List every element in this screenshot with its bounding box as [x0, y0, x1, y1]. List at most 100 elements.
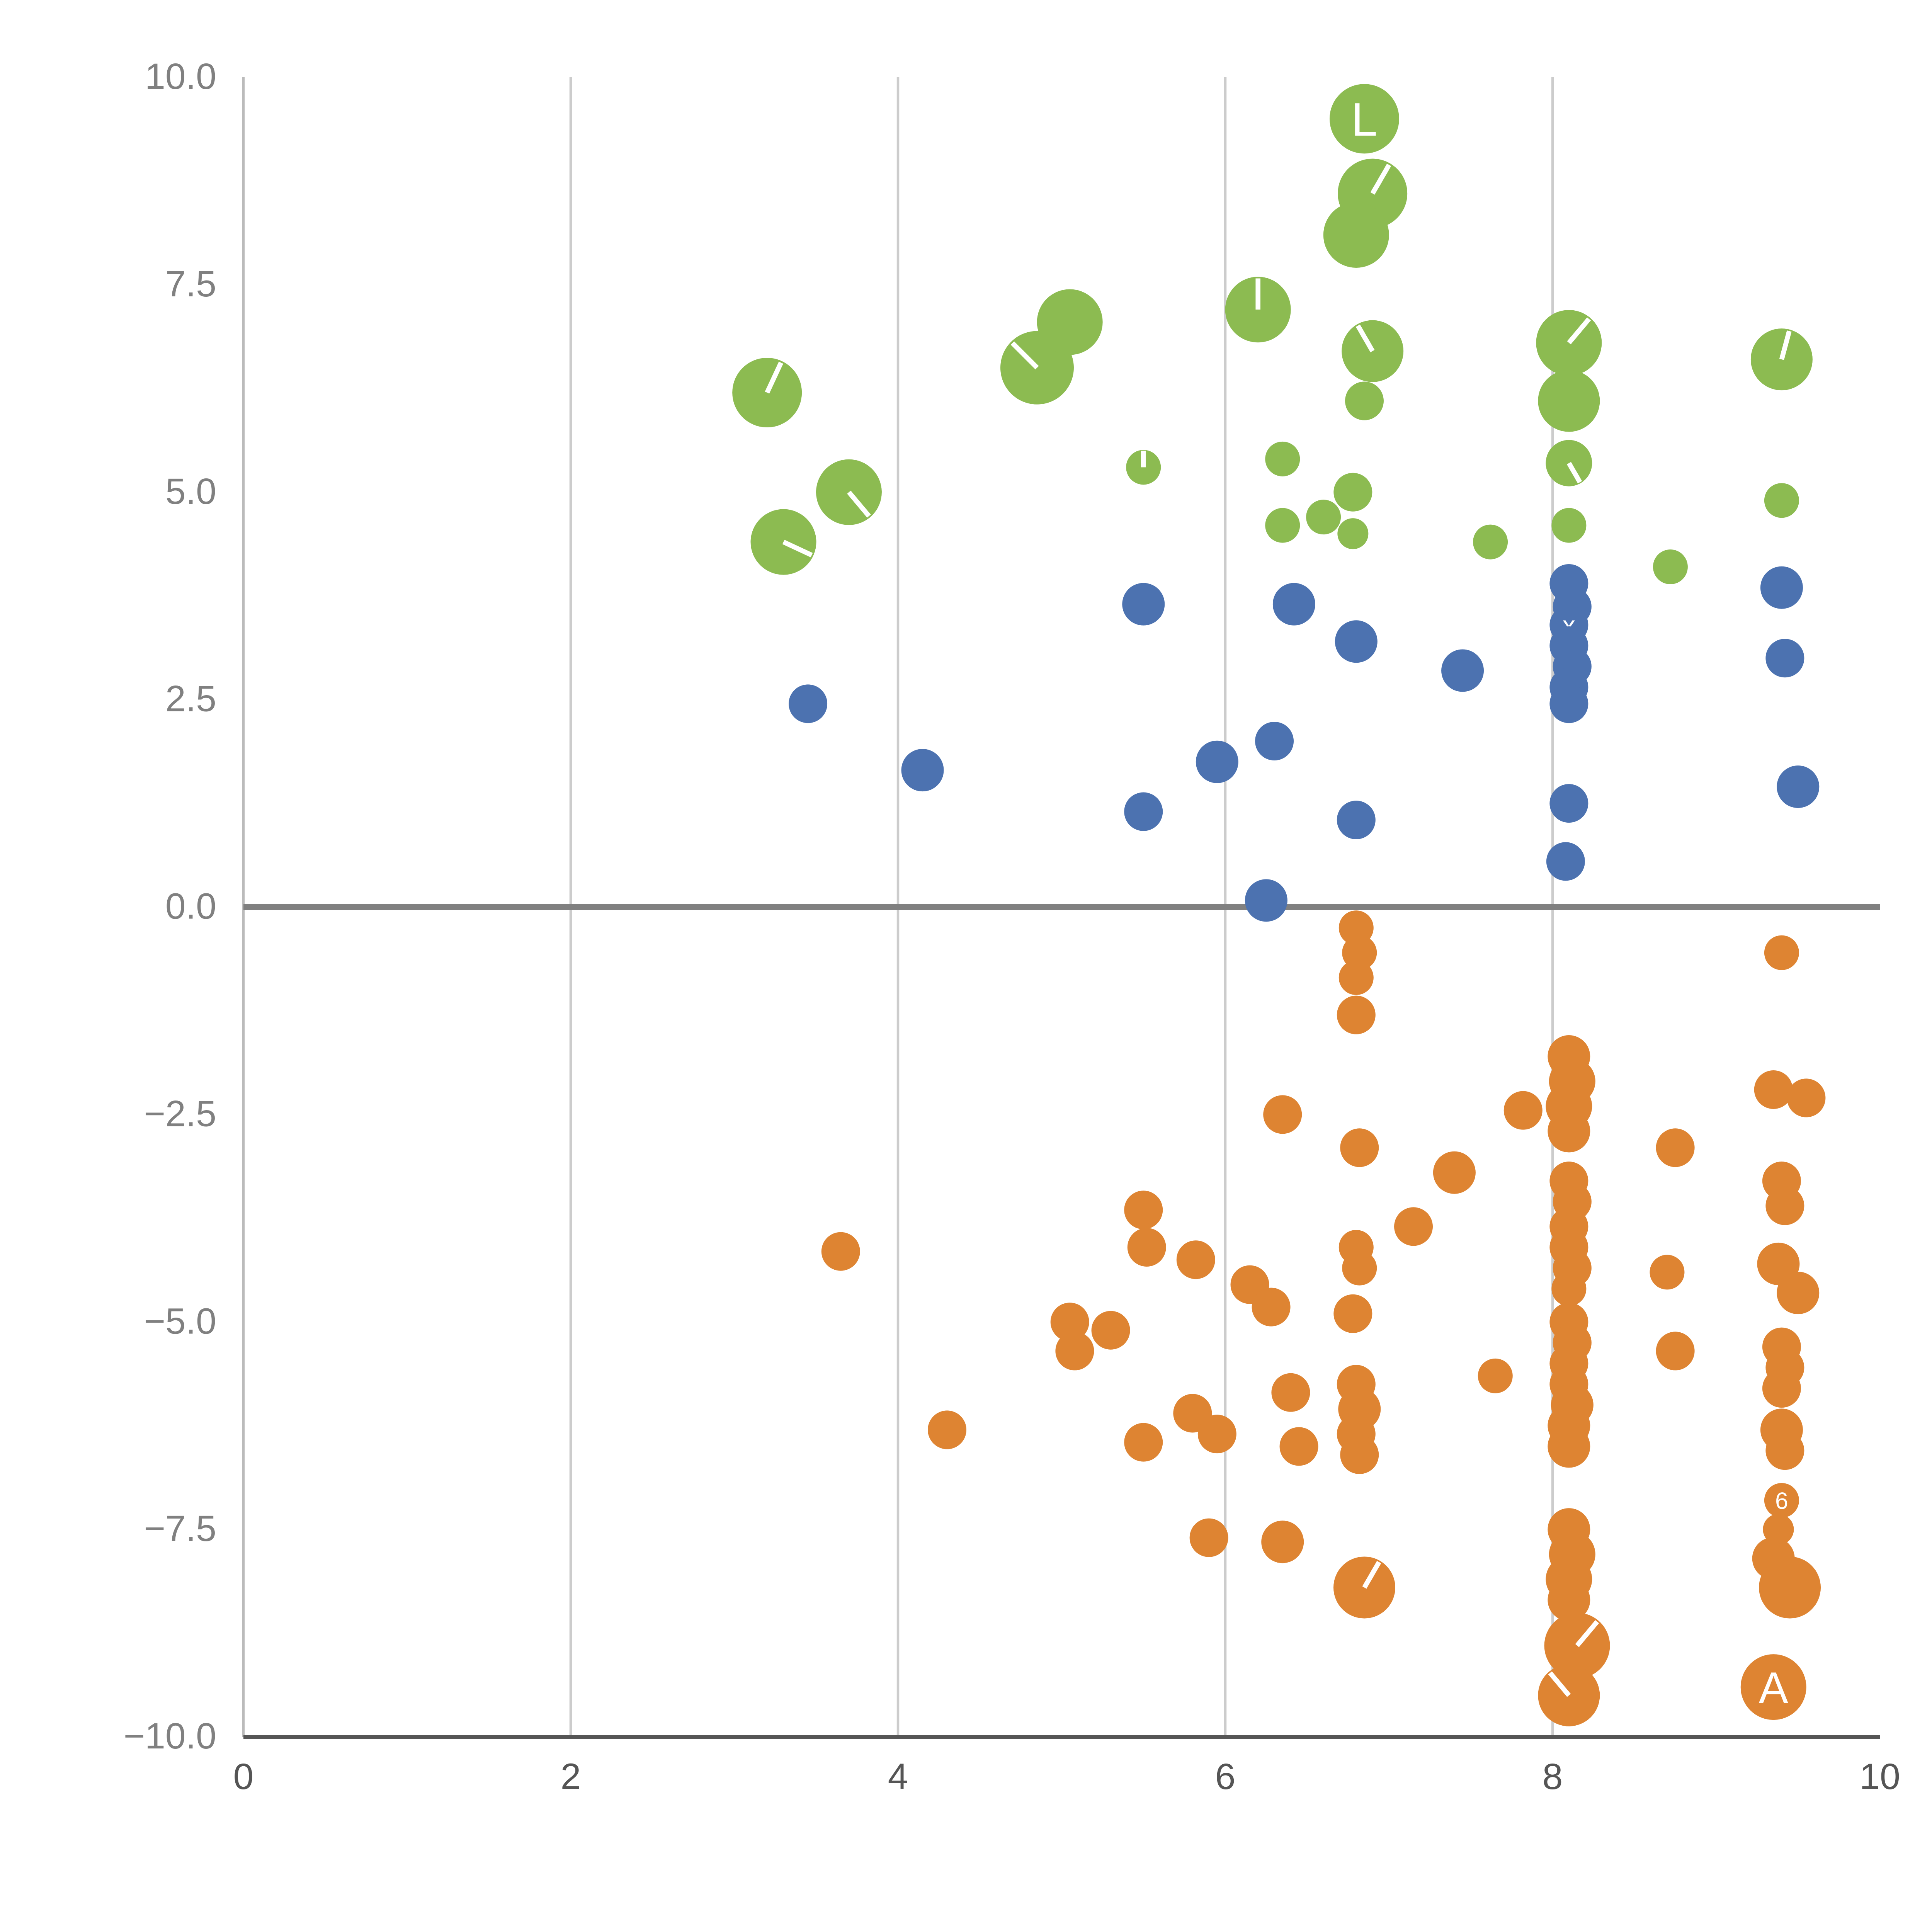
bubble-accent: [1548, 1671, 1571, 1697]
data-point-blue: [1549, 684, 1588, 723]
data-point-orange: [1340, 1128, 1379, 1167]
data-point-green: [1265, 508, 1300, 543]
data-point-blue: [901, 749, 944, 792]
data-point-orange: [1787, 1078, 1826, 1117]
bubble-label: L: [1351, 93, 1378, 146]
y-tick-label: 5.0: [165, 471, 216, 512]
data-point-blue: [789, 684, 828, 723]
data-point-orange: [1551, 1271, 1587, 1306]
bubble-accent: [782, 539, 813, 558]
bubble-accent: [1566, 462, 1582, 484]
data-point-orange: [1548, 1110, 1590, 1153]
x-tick-label: 0: [233, 1756, 254, 1797]
data-point-orange: [1252, 1287, 1291, 1327]
data-point-orange: [1765, 1431, 1804, 1470]
data-point-orange: [1777, 1272, 1820, 1315]
data-point-orange: [1764, 1483, 1799, 1518]
data-point-blue: [1337, 801, 1376, 840]
y-tick-label: 10.0: [145, 56, 216, 97]
data-point-orange: [1124, 1423, 1163, 1462]
data-point-green: [1329, 84, 1399, 154]
data-point-blue: [1124, 792, 1163, 831]
data-point-orange: [1548, 1578, 1590, 1621]
data-point-blue: [1335, 620, 1378, 663]
data-point-orange: [1740, 1654, 1806, 1720]
data-point-orange: [1055, 1332, 1094, 1371]
data-point-orange: [1333, 1294, 1372, 1333]
data-point-orange: [1478, 1358, 1513, 1393]
bubble-accent: [1355, 324, 1375, 352]
data-point-green: [732, 358, 802, 428]
data-point-orange: [821, 1232, 860, 1271]
data-point-orange: [1764, 935, 1799, 970]
data-point-orange: [1261, 1520, 1304, 1563]
data-point-green: [1126, 450, 1161, 485]
data-point-green: [1473, 524, 1508, 560]
data-point-orange: [1656, 1332, 1695, 1371]
data-point-green: [1265, 441, 1300, 476]
data-point-blue: [1546, 842, 1585, 881]
data-point-blue: [1245, 879, 1287, 922]
y-tick-label: −10.0: [124, 1716, 216, 1757]
data-point-blue: [1760, 566, 1803, 609]
data-point-green: [1345, 381, 1384, 420]
data-point-orange: [1763, 1514, 1794, 1545]
y-tick-label: −7.5: [144, 1508, 216, 1549]
data-point-green: [1764, 483, 1799, 518]
data-point-green: [1323, 202, 1389, 268]
data-point-orange: [1127, 1228, 1166, 1267]
data-point-orange: [1333, 1556, 1395, 1619]
data-point-orange: [1503, 1091, 1543, 1130]
data-point-green: [1333, 473, 1372, 512]
data-point-green: [1306, 500, 1341, 535]
data-point-orange: [1091, 1311, 1130, 1350]
data-point-blue: [1255, 722, 1294, 760]
data-point-orange: [1176, 1240, 1215, 1279]
data-point-blue: [1441, 649, 1484, 692]
data-point-blue: [1122, 583, 1165, 626]
x-tick-label: 8: [1543, 1756, 1563, 1797]
x-tick-label: 4: [888, 1756, 908, 1797]
bubble-accent: [1370, 163, 1391, 195]
data-point-orange: [1263, 1095, 1302, 1134]
x-tick-label: 2: [561, 1756, 581, 1797]
data-point-orange: [1433, 1151, 1476, 1194]
x-tick-label: 6: [1215, 1756, 1236, 1797]
data-point-orange: [1338, 960, 1374, 995]
data-point-orange: [1656, 1128, 1695, 1167]
bubble-label: A: [1759, 1663, 1788, 1713]
y-tick-label: 0.0: [165, 886, 216, 927]
data-point-orange: [1340, 1435, 1379, 1474]
data-point-orange: [1754, 1070, 1793, 1109]
data-point-orange: [1765, 1186, 1804, 1225]
data-point-blue: [1272, 583, 1315, 626]
y-tick-label: 2.5: [165, 679, 216, 719]
bubble-accent: [1779, 330, 1792, 360]
data-point-orange: [1650, 1255, 1685, 1290]
data-point-green: [1337, 518, 1369, 549]
bubble-label: 6: [1775, 1488, 1788, 1514]
data-point-orange: [1394, 1207, 1433, 1246]
data-point-orange: [1279, 1427, 1318, 1466]
data-point-green: [1538, 370, 1600, 432]
data-point-blue: [1777, 765, 1820, 808]
bubble-accent: [1010, 341, 1039, 370]
data-point-orange: [1337, 995, 1376, 1034]
y-tick-label: −5.0: [144, 1301, 216, 1342]
data-point-blue: [1765, 639, 1804, 678]
data-point-orange: [1271, 1373, 1310, 1412]
y-tick-label: −2.5: [144, 1093, 216, 1134]
data-point-orange: [1762, 1369, 1801, 1408]
data-point-orange: [1189, 1518, 1228, 1557]
bubble-accent: [1567, 317, 1591, 345]
data-point-blue: [1196, 740, 1238, 783]
y-tick-label: 7.5: [165, 264, 216, 304]
data-point-orange: [1342, 1250, 1377, 1286]
x-tick-label: 10: [1859, 1756, 1900, 1797]
data-point-orange: [1124, 1190, 1163, 1230]
data-point-green: [1037, 289, 1103, 355]
data-point-orange: [1548, 1425, 1590, 1468]
bubble-accent: [1362, 1561, 1381, 1589]
